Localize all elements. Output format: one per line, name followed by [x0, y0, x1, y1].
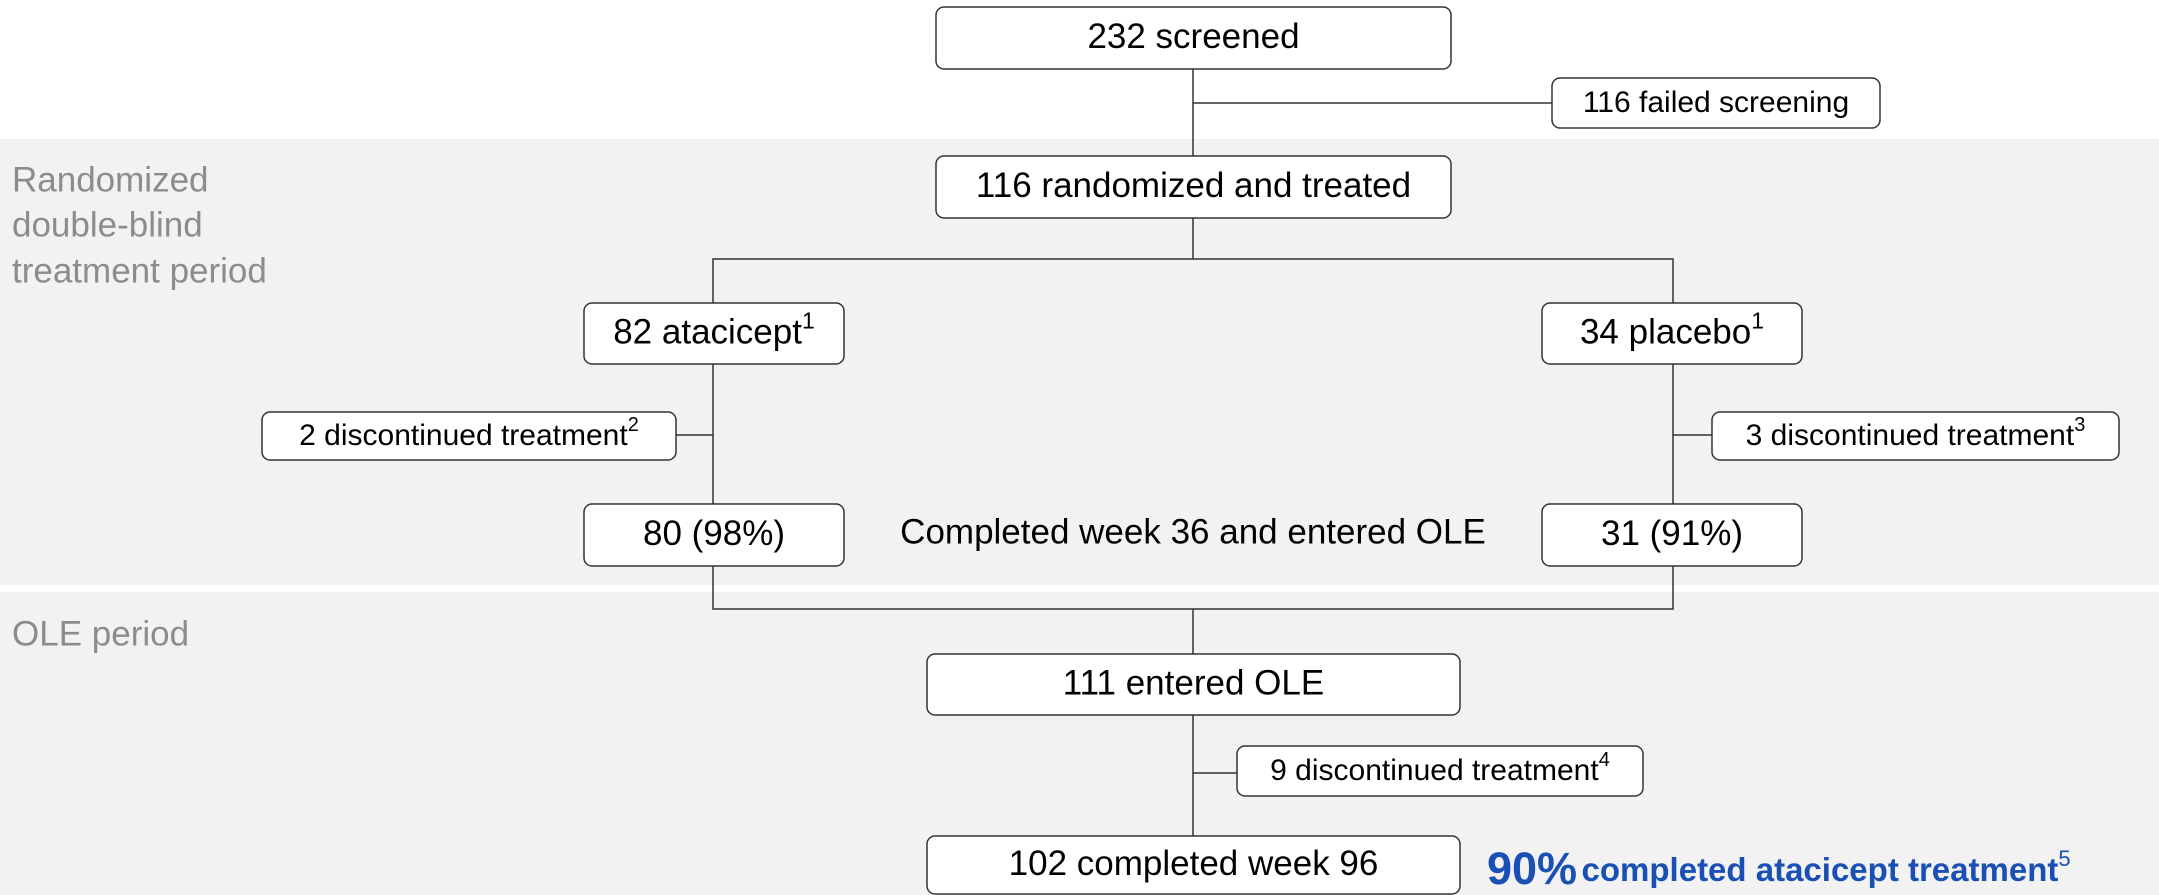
node-text: 34 placebo: [1580, 313, 1751, 352]
node-label: 116 randomized and treated: [976, 166, 1411, 205]
node-box: [1551, 77, 1881, 129]
node-label: 9 discontinued treatment4: [1270, 749, 1610, 787]
node-sup: 3: [2074, 414, 2085, 436]
side-label: Randomized: [12, 160, 209, 199]
node-label: 232 screened: [1087, 17, 1299, 56]
node-text: 3 discontinued treatment: [1746, 419, 2075, 452]
node-text: 2 discontinued treatment: [299, 419, 628, 452]
node-text: 102 completed week 96: [1009, 844, 1379, 883]
node-text: 232 screened: [1087, 17, 1299, 56]
center-note: Completed week 36 and entered OLE: [900, 512, 1486, 551]
node-label: 2 discontinued treatment2: [299, 414, 639, 452]
node-label: 31 (91%): [1601, 514, 1743, 553]
node-sup: 1: [802, 308, 815, 334]
side-label: treatment period: [12, 251, 267, 290]
node-label: 3 discontinued treatment3: [1746, 414, 2086, 452]
node: 31 (91%): [1541, 503, 1803, 567]
highlight-text: completed atacicept treatment: [1582, 851, 2059, 888]
node-box: [583, 302, 845, 365]
side-label: double-blind: [12, 205, 203, 244]
node-box: [583, 503, 845, 567]
node-sup: 2: [628, 414, 639, 436]
node-label: 111 entered OLE: [1063, 664, 1324, 703]
node: 34 placebo1: [1541, 302, 1803, 365]
node-box: [1711, 411, 2120, 461]
node-box: [926, 835, 1461, 895]
connector: [712, 566, 1674, 654]
connector: [676, 364, 1712, 504]
node-label: 34 placebo1: [1580, 308, 1764, 352]
node-text: 116 randomized and treated: [976, 166, 1411, 205]
node: 102 completed week 96: [926, 835, 1461, 895]
node: 116 failed screening: [1551, 77, 1881, 129]
node: 232 screened: [935, 6, 1452, 70]
node: 111 entered OLE: [926, 653, 1461, 716]
connectors: [676, 69, 1712, 836]
node-box: [935, 6, 1452, 70]
highlight-sup: 5: [2058, 846, 2070, 871]
node-text: 31 (91%): [1601, 514, 1743, 553]
connector: [1192, 69, 1552, 156]
node: 82 atacicept1: [583, 302, 845, 365]
node-box: [926, 653, 1461, 716]
node-sup: 4: [1599, 749, 1610, 771]
node: 3 discontinued treatment3: [1711, 411, 2120, 461]
highlight: 90% completed atacicept treatment5: [1487, 843, 2071, 894]
node-text: 80 (98%): [643, 514, 785, 553]
connector: [712, 218, 1674, 303]
node-box: [935, 155, 1452, 219]
highlight-value: 90%: [1487, 843, 1577, 894]
node-label: 82 atacicept1: [613, 308, 815, 352]
boxes: 232 screened 116 failed screening 116 rand…: [261, 6, 2120, 895]
node-text: 82 atacicept: [613, 313, 802, 352]
node: 9 discontinued treatment4: [1236, 745, 1644, 797]
node: 80 (98%): [583, 503, 845, 567]
node-label: 116 failed screening: [1583, 86, 1849, 119]
connector: [1192, 715, 1237, 836]
node-box: [1541, 302, 1803, 365]
node-text: 9 discontinued treatment: [1270, 754, 1599, 787]
node: 116 randomized and treated: [935, 155, 1452, 219]
node-box: [261, 411, 677, 461]
side-label: OLE period: [12, 614, 189, 653]
node-sup: 1: [1751, 308, 1764, 334]
node-text: 111 entered OLE: [1063, 664, 1324, 703]
node: 2 discontinued treatment2: [261, 411, 677, 461]
node-box: [1541, 503, 1803, 567]
node-text: 116 failed screening: [1583, 86, 1849, 119]
node-label: 80 (98%): [643, 514, 785, 553]
node-box: [1236, 745, 1644, 797]
node-label: 102 completed week 96: [1009, 844, 1379, 883]
